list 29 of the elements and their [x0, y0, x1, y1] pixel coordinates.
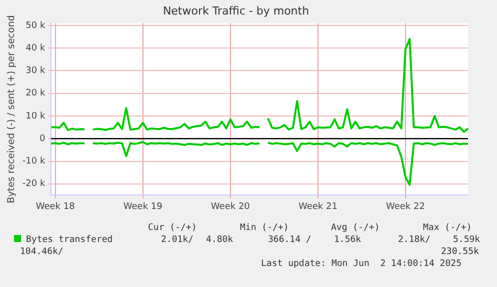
y-tick-label: 10 k [26, 111, 46, 122]
text: Min (-/+) [240, 223, 289, 234]
text: 5.59k [453, 235, 480, 246]
text: 104.46k/ [20, 247, 64, 258]
x-tick-label: Week 19 [123, 202, 163, 212]
text: 2.01k/ [161, 235, 194, 246]
x-tick-label: Week 20 [210, 202, 250, 212]
x-tick-label: Week 22 [386, 202, 425, 212]
text: 4.80k [206, 235, 234, 246]
text: 230.55k [441, 247, 479, 258]
text: Avg (-/+) [331, 223, 380, 234]
text: Max (-/+) [423, 223, 472, 234]
y-tick-label: 0 [39, 134, 46, 144]
text: Last update: Mon Jun 2 14:00:14 2025 [261, 259, 462, 270]
x-tick-label: Week 21 [298, 202, 338, 212]
x-tick-label: Week 18 [36, 202, 76, 212]
chart-title: Network Traffic - by month [162, 4, 310, 18]
y-tick-label: 30 k [26, 66, 46, 76]
y-tick-label: 40 k [26, 43, 46, 54]
legend-label: Bytes transfered [25, 235, 113, 245]
text: 366.14 / [268, 235, 312, 246]
y-tick-label: 20 k [26, 88, 46, 99]
text: Cur (-/+) [148, 223, 197, 234]
y-tick-label: 50 k [26, 20, 46, 31]
text: 1.56k [334, 235, 362, 246]
y-tick-label: -10 k [22, 156, 46, 167]
text: 2.18k/ [398, 235, 431, 246]
y-tick-label: -20 k [22, 179, 46, 190]
y-axis-title: Bytes received (-) / sent (+) per second [6, 15, 18, 204]
